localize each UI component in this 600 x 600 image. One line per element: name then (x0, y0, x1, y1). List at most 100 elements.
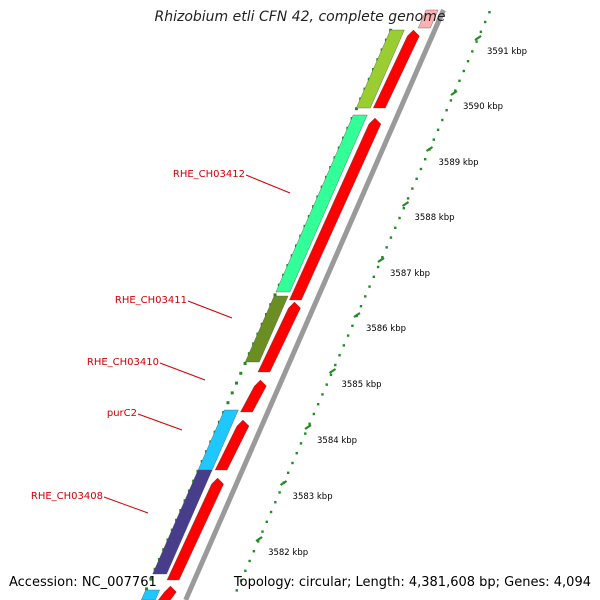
major-tick (474, 35, 482, 41)
tick-dot (304, 432, 307, 435)
label-leader-line (137, 413, 183, 431)
gene-block-rhe_ch03411 (244, 295, 289, 363)
major-tick (401, 201, 410, 207)
reverse-gene-block (355, 29, 405, 109)
tick-dot (415, 177, 418, 180)
gene-block-rhe_ch03412 (275, 114, 368, 293)
gene-label: purC2 (107, 408, 137, 419)
inner-tick-dot (235, 381, 239, 385)
kbp-tick-label: 3586 kbp (366, 324, 406, 334)
major-tick (353, 312, 361, 318)
label-leader-line (103, 496, 149, 514)
inner-tick-dot (243, 362, 247, 365)
tick-dot (299, 442, 303, 445)
accession-text: Accession: NC_007761 (9, 575, 157, 590)
major-tick (304, 424, 312, 430)
tick-dot (269, 510, 273, 514)
tick-dot (453, 89, 457, 92)
tick-dot (389, 236, 393, 239)
tick-dot (376, 265, 380, 269)
label-layer: RHE_CH03412 RHE_CH03411 RHE_CH03410 purC2 RH… (31, 169, 291, 514)
major-tick (425, 146, 434, 152)
tick-dot (235, 589, 238, 592)
forward-gene-arrow (158, 585, 177, 600)
kbp-tick-label: 3589 kbp (439, 158, 479, 168)
tick-dot (445, 109, 448, 112)
gene-layer (141, 8, 446, 600)
tick-dot (359, 305, 363, 308)
kbp-tick-label: 3591 kbp (487, 47, 527, 57)
tick-dot (471, 50, 474, 53)
tick-dot (278, 491, 281, 494)
kbp-tick-label: 3587 kbp (390, 269, 430, 279)
tick-dot (419, 167, 423, 171)
gene-label: RHE_CH03412 (173, 169, 245, 180)
tick-dot (325, 383, 328, 386)
tick-dot (252, 550, 256, 553)
forward-gene-arrow (257, 301, 301, 373)
inner-tick-dot (273, 293, 277, 297)
tick-dot (286, 471, 290, 474)
major-tick (377, 257, 385, 263)
tick-dot (475, 40, 478, 43)
tick-dot (334, 363, 337, 367)
kbp-tick-label: 3582 kbp (268, 548, 308, 558)
label-leader-line (245, 174, 291, 194)
inner-tick-dot (226, 401, 230, 405)
tick-dot (462, 69, 465, 73)
major-tick (328, 368, 337, 374)
tick-dot (394, 226, 397, 229)
major-tick (255, 536, 263, 542)
tick-dot (248, 559, 251, 563)
forward-gene-arrow-faded (417, 9, 439, 29)
kbp-tick-label: 3583 kbp (293, 492, 333, 502)
inner-tick-dot (230, 391, 234, 395)
tick-dot (256, 540, 260, 543)
inner-tick-dot (149, 577, 153, 581)
tick-dot (449, 99, 453, 102)
tick-dot (368, 285, 371, 288)
tick-dot (312, 412, 316, 416)
inner-tick-dot (354, 107, 358, 111)
gene-block-rhe_ch03408 (152, 469, 213, 575)
kbp-tick-label: 3585 kbp (341, 380, 381, 390)
forward-gene-arrow (240, 379, 267, 413)
tick-dot (274, 501, 277, 504)
backbone (183, 8, 446, 600)
tick-dot (295, 452, 298, 455)
tick-dot (398, 216, 401, 220)
tick-dot (479, 30, 483, 33)
forward-gene-arrow (166, 477, 224, 581)
tick-dot (424, 158, 427, 161)
kbp-tick-label: 3588 kbp (414, 213, 454, 223)
tick-dot (436, 128, 440, 131)
tick-dot (411, 187, 414, 190)
kbp-tick-label: 3590 kbp (463, 102, 503, 112)
kbp-tick-label: 3584 kbp (317, 436, 357, 446)
major-tick (450, 90, 458, 96)
tick-dot (364, 295, 367, 298)
tick-dot (346, 334, 350, 337)
tick-dot (244, 569, 247, 572)
tick-dot (466, 60, 470, 63)
forward-gene-arrow (289, 117, 382, 301)
map-title: Rhizobium etli CFN 42, complete genome (154, 9, 446, 25)
tick-dot (239, 579, 243, 582)
tick-dot (351, 324, 354, 327)
tick-dot (265, 520, 268, 523)
tick-dot (308, 422, 311, 425)
tick-dot (372, 275, 376, 278)
tick-dot (342, 344, 346, 347)
label-leader-line (187, 300, 233, 319)
tick-dot (441, 118, 444, 122)
tick-dot (432, 138, 435, 141)
reverse-gene-block (141, 589, 160, 600)
gene-label: RHE_CH03411 (115, 295, 187, 306)
label-leader-line (159, 362, 206, 381)
tick-dot (406, 197, 410, 200)
tick-dot (291, 461, 294, 465)
gene-label: RHE_CH03410 (87, 357, 159, 368)
inner-tick-dot (145, 587, 149, 591)
genome-summary-text: Topology: circular; Length: 4,381,608 bp… (233, 575, 591, 590)
